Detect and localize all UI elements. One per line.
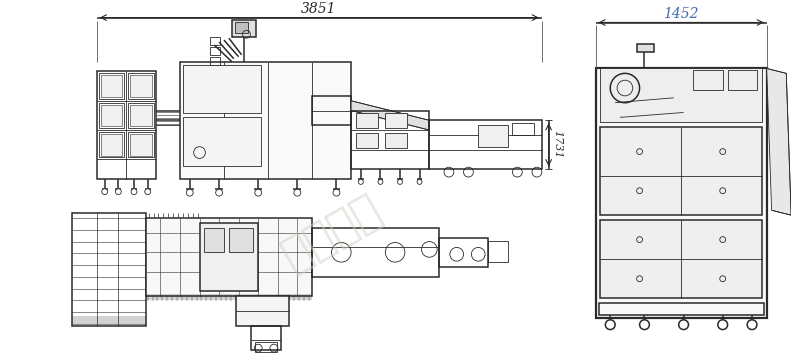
Bar xyxy=(183,118,261,166)
Bar xyxy=(513,123,534,135)
Bar xyxy=(180,62,351,179)
Bar xyxy=(205,228,224,252)
Bar xyxy=(210,47,220,55)
Bar xyxy=(312,228,439,277)
Bar xyxy=(386,114,407,128)
Bar xyxy=(183,65,261,114)
Bar xyxy=(130,105,152,126)
Circle shape xyxy=(718,320,728,329)
Bar xyxy=(99,73,124,99)
Text: 1731: 1731 xyxy=(553,131,562,159)
Circle shape xyxy=(102,189,108,195)
Bar xyxy=(128,73,154,99)
Circle shape xyxy=(333,189,340,196)
Bar xyxy=(255,342,277,352)
Bar xyxy=(101,134,122,155)
Bar xyxy=(356,133,378,148)
Bar xyxy=(478,125,507,147)
Bar xyxy=(601,220,762,298)
Bar xyxy=(210,57,220,65)
Polygon shape xyxy=(766,69,791,215)
Circle shape xyxy=(747,320,757,329)
Bar xyxy=(234,22,249,33)
Text: 利钔盒机: 利钔盒机 xyxy=(274,187,389,278)
Circle shape xyxy=(294,189,301,196)
Bar xyxy=(97,71,155,179)
Bar xyxy=(229,228,254,252)
Circle shape xyxy=(115,189,122,195)
Circle shape xyxy=(254,189,262,196)
Circle shape xyxy=(398,180,402,184)
Circle shape xyxy=(186,189,193,196)
Polygon shape xyxy=(615,98,683,122)
Bar xyxy=(488,241,507,262)
Bar xyxy=(99,132,124,158)
Circle shape xyxy=(358,180,363,184)
Bar xyxy=(128,103,154,128)
Bar xyxy=(312,96,351,125)
Text: 3851: 3851 xyxy=(301,2,337,16)
Bar xyxy=(694,70,722,90)
Circle shape xyxy=(606,320,615,329)
Circle shape xyxy=(417,180,422,184)
Circle shape xyxy=(145,189,150,195)
Bar xyxy=(595,69,766,318)
Bar xyxy=(236,296,290,326)
Bar xyxy=(439,237,488,267)
Bar xyxy=(130,134,152,155)
Bar xyxy=(199,223,258,291)
Bar xyxy=(146,218,312,296)
Bar xyxy=(232,20,256,37)
Bar xyxy=(251,326,281,350)
Bar xyxy=(386,133,407,148)
Polygon shape xyxy=(351,101,430,130)
Bar xyxy=(728,70,757,90)
Bar xyxy=(128,132,154,158)
Text: 1452: 1452 xyxy=(663,6,698,21)
Bar xyxy=(637,44,654,52)
Bar xyxy=(99,103,124,128)
Bar xyxy=(210,37,220,45)
Circle shape xyxy=(678,320,689,329)
Bar xyxy=(601,127,762,215)
Circle shape xyxy=(378,180,383,184)
Bar xyxy=(601,69,762,122)
Bar xyxy=(598,303,764,315)
Bar xyxy=(356,114,378,128)
Bar xyxy=(101,75,122,97)
Circle shape xyxy=(216,189,222,196)
Bar xyxy=(430,120,542,169)
Bar xyxy=(351,110,430,169)
Bar xyxy=(72,213,146,326)
Circle shape xyxy=(639,320,650,329)
Circle shape xyxy=(131,189,137,195)
Bar xyxy=(101,105,122,126)
Bar xyxy=(130,75,152,97)
